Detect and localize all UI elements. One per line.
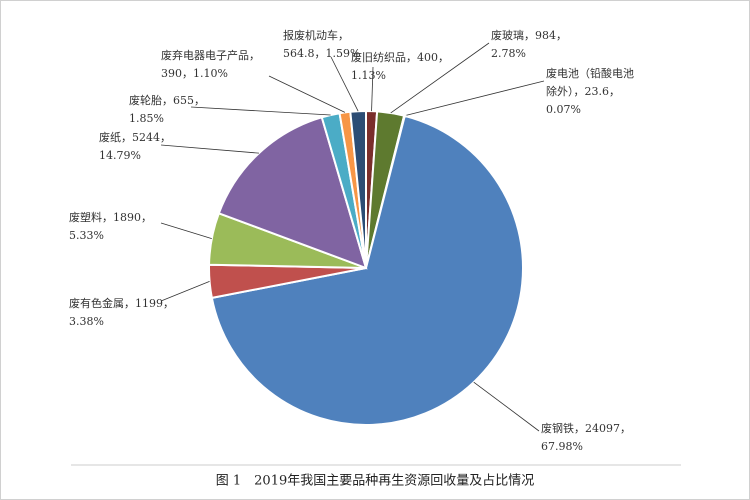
chart-title: 图 1 2019年我国主要品种再生资源回收量及占比情况 xyxy=(216,474,535,489)
slice-label: 废塑料，1890， xyxy=(69,210,152,224)
slice-label: 废电池（铅酸电池 xyxy=(546,66,634,80)
slice-label: 废弃电器电子产品， xyxy=(161,48,260,62)
slice-label: 废有色金属，1199， xyxy=(69,296,174,310)
slice-label: 1.13% xyxy=(351,69,386,82)
slice-label: 1.85% xyxy=(129,112,164,125)
leader-line xyxy=(404,80,545,117)
slice-label: 390，1.10% xyxy=(161,67,228,80)
leader-line xyxy=(190,106,331,116)
slice-label: 564.8，1.59% xyxy=(283,47,360,60)
leader-line xyxy=(473,381,540,432)
slice-label: 废钢铁，24097， xyxy=(541,421,631,435)
slice-label: 0.07% xyxy=(546,103,581,116)
slice-label: 14.79% xyxy=(99,149,141,162)
leader-line xyxy=(268,75,346,113)
pie-slice xyxy=(217,116,368,270)
pie-slice xyxy=(349,109,367,269)
leader-line xyxy=(330,56,359,112)
slice-label: 废玻璃，984， xyxy=(491,28,567,42)
slice-label: 3.38% xyxy=(69,315,104,328)
slice-label: 废纸，5244， xyxy=(99,130,171,144)
slice-label: 5.33% xyxy=(69,229,104,242)
leader-line xyxy=(160,281,210,302)
leader-line xyxy=(371,66,374,112)
slice-label: 除外），23.6， xyxy=(546,84,620,98)
slice-label: 67.98% xyxy=(541,440,583,453)
leader-line xyxy=(160,222,212,239)
slice-label: 废旧纺织品，400， xyxy=(351,50,449,64)
slice-label: 报废机动车， xyxy=(283,28,349,42)
slice-label: 废轮胎，655， xyxy=(129,93,205,107)
leader-line xyxy=(390,42,490,114)
pie-slice xyxy=(210,114,524,426)
slice-label: 2.78% xyxy=(491,47,526,60)
leader-line xyxy=(160,144,260,154)
